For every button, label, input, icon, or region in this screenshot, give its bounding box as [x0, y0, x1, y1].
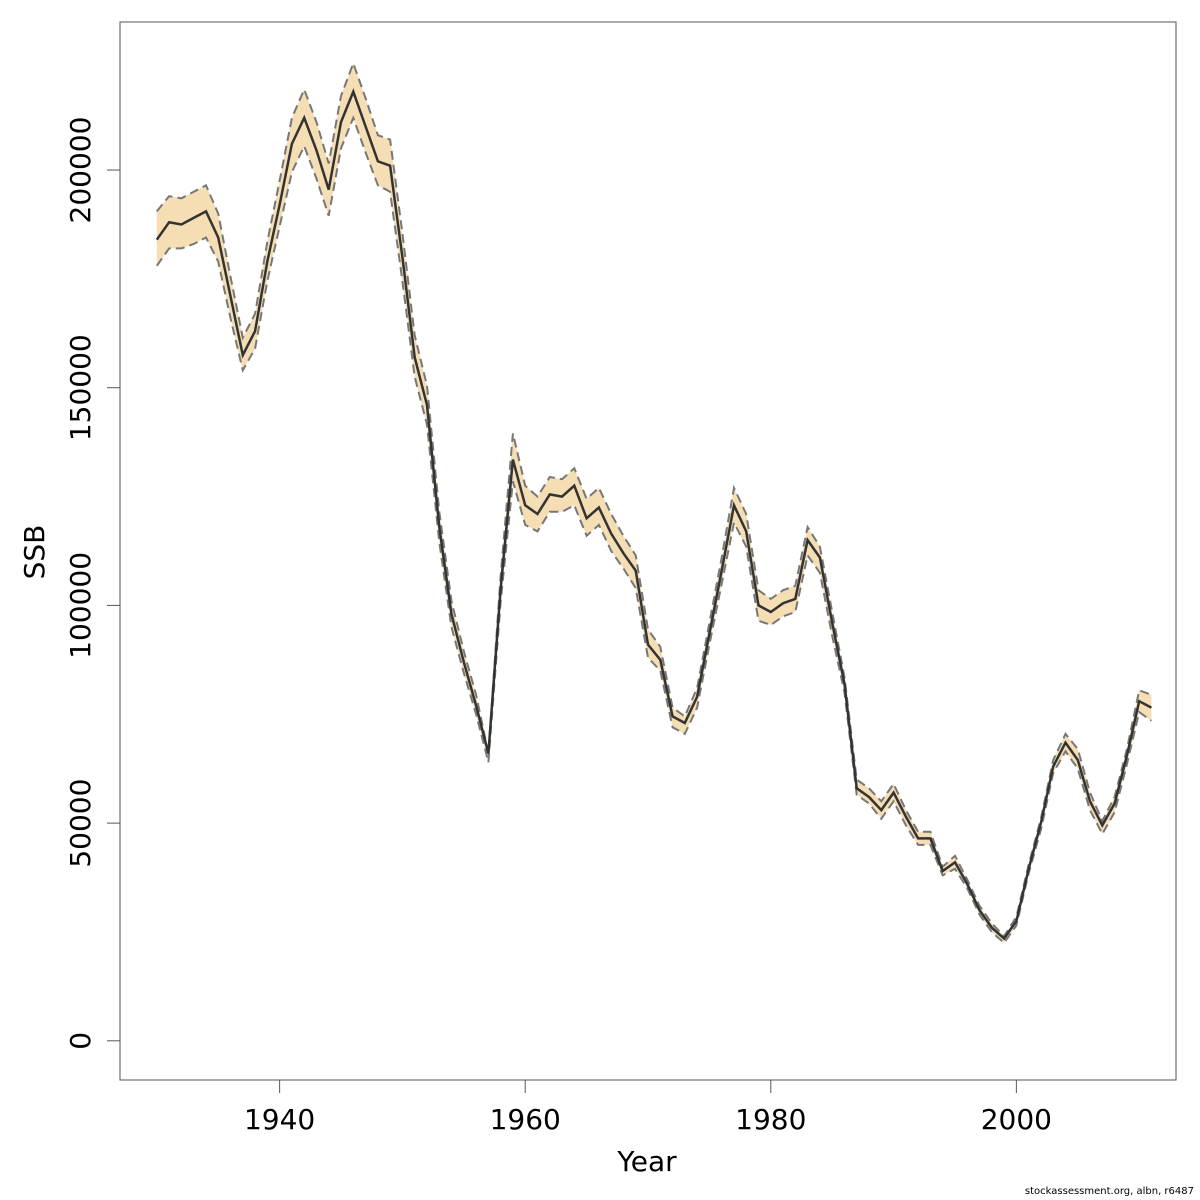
plot-frame — [119, 21, 1177, 1081]
y-axis-title: SSB — [18, 525, 51, 580]
y-tick-label: 200000 — [64, 117, 97, 224]
footer-credit: stockassessment.org, albn, r6487 — [1024, 1186, 1194, 1197]
ssb-estimate-line — [155, 88, 1152, 941]
y-tick-label: 150000 — [64, 334, 97, 441]
lower-bound-line — [155, 114, 1152, 945]
x-axis: 1940 1960 1980 2000 — [244, 1080, 1052, 1136]
x-tick-label: 1980 — [735, 1103, 806, 1136]
x-tick-label: 1960 — [490, 1103, 561, 1136]
y-tick-label: 0 — [64, 1032, 97, 1050]
y-tick-label: 50000 — [64, 779, 97, 868]
x-tick-label: 1940 — [244, 1103, 315, 1136]
x-tick-label: 2000 — [981, 1103, 1052, 1136]
y-tick-label: 100000 — [64, 552, 97, 659]
y-axis: 0 50000 100000 150000 200000 — [64, 117, 120, 1050]
upper-bound-line — [156, 60, 1152, 938]
confidence-band — [156, 63, 1152, 943]
x-axis-title: Year — [616, 1145, 677, 1178]
